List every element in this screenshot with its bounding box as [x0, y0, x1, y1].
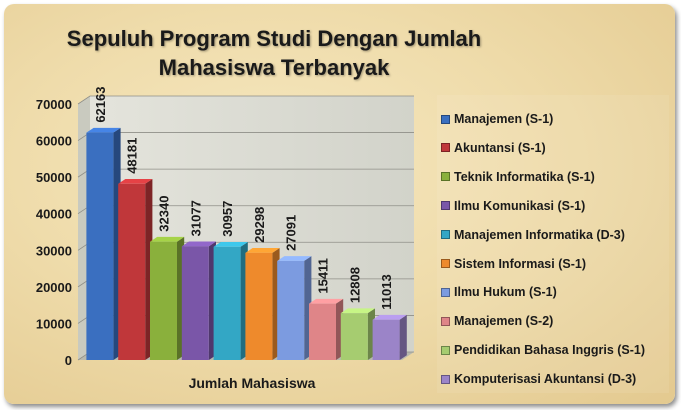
bar-front: [309, 303, 336, 360]
legend-label: Komputerisasi Akuntansi (D-3): [454, 372, 637, 387]
legend-item: Teknik Informatika (S-1): [437, 167, 595, 187]
legend-swatch: [441, 287, 450, 297]
bars: [86, 127, 407, 361]
data-label: 15411: [316, 258, 331, 293]
chart-title-line-2: Mahasiswa Terbanyak: [158, 55, 390, 80]
legend-label: Ilmu Hukum (S-1): [454, 285, 557, 300]
bar-top: [372, 314, 407, 320]
legend-label: Sistem Informasi (S-1): [454, 256, 586, 271]
legend-swatch: [441, 172, 450, 182]
bar-front: [181, 246, 209, 360]
bar-2: [118, 178, 153, 360]
legend-swatch: [441, 345, 450, 355]
bar-front: [150, 241, 177, 360]
legend-item: Manajemen Informatika (D-3): [437, 225, 625, 245]
y-tick-label: 60000: [36, 134, 72, 149]
data-label: 29298: [252, 207, 267, 243]
y-tick-label: 20000: [36, 280, 72, 295]
bar-chart-plot: 0 10000 20000 30000 40000 50000 60000 70000 621…: [36, 87, 414, 391]
bar-9: [340, 308, 375, 360]
bar-top: [213, 241, 248, 247]
legend-label: Manajemen (S-2): [454, 314, 554, 329]
bar-front: [213, 246, 241, 360]
bar-top: [86, 127, 121, 133]
y-tick-label: 50000: [36, 170, 72, 185]
legend-swatch: [441, 374, 450, 384]
gridline: [77, 95, 414, 105]
bar-5: [213, 241, 248, 360]
bar-front: [340, 313, 368, 360]
legend-swatch: [441, 230, 450, 240]
legend-item: Manajemen (S-2): [437, 311, 553, 331]
legend-label: Teknik Informatika (S-1): [454, 169, 595, 184]
bar-front: [245, 252, 273, 360]
y-tick-label: 0: [65, 353, 72, 368]
legend-item: Ilmu Komunikasi (S-1): [437, 196, 585, 216]
legend-swatch: [441, 259, 450, 268]
data-label: 62163: [93, 87, 108, 123]
data-label: 11013: [379, 274, 394, 309]
bar-top: [181, 241, 216, 247]
legend-label: Ilmu Komunikasi (S-1): [454, 198, 586, 213]
bar-7: [277, 256, 312, 360]
bar-3: [150, 236, 185, 360]
legend-item: Akuntansi (S-1): [437, 138, 546, 158]
legend-swatch: [441, 316, 450, 326]
legend-item: Pendidikan Bahasa Inggris (S-1): [437, 340, 645, 360]
legend-item: Manajemen (S-1): [437, 109, 553, 129]
bar-front: [277, 260, 305, 360]
bar-top: [340, 308, 375, 314]
bar-1: [86, 127, 121, 361]
bar-top: [309, 298, 344, 304]
y-tick-label: 10000: [36, 316, 72, 331]
legend-swatch: [441, 143, 450, 153]
bar-front: [118, 183, 146, 360]
bar-top: [150, 236, 185, 242]
legend-swatch: [441, 114, 450, 124]
bar-side: [399, 314, 407, 360]
y-axis-ticks: 0 10000 20000 30000 40000 50000 60000 70000: [36, 97, 72, 368]
data-label: 30957: [220, 201, 235, 237]
legend-label: Manajemen Informatika (D-3): [454, 227, 625, 242]
data-label: 32340: [157, 196, 172, 232]
bar-4: [181, 241, 216, 360]
legend-label: Pendidikan Bahasa Inggris (S-1): [454, 343, 646, 358]
legend-item: Ilmu Hukum (S-1): [437, 282, 557, 302]
legend-label: Akuntansi (S-1): [454, 140, 546, 155]
legend-item: Sistem Informasi (S-1): [437, 254, 586, 274]
data-label: 31077: [188, 200, 203, 236]
data-labels: 62163 48181 32340 31077 30957 29298 27091 15411…: [93, 87, 394, 310]
bar-6: [245, 248, 280, 360]
chart-title-line-1: Sepuluh Program Studi Dengan Jumlah: [66, 26, 482, 51]
chart-title: Sepuluh Program Studi Dengan Jumlah Maha…: [64, 24, 484, 82]
chart-frame: Sepuluh Program Studi Dengan Jumlah Maha…: [4, 4, 675, 404]
bar-8: [309, 298, 344, 360]
legend-label: Manajemen (S-1): [454, 112, 554, 126]
legend-swatch: [441, 201, 450, 211]
data-label: 48181: [125, 138, 140, 174]
bar-front: [372, 319, 400, 360]
y-tick-label: 30000: [36, 243, 72, 258]
data-label: 12808: [347, 267, 362, 303]
x-axis-label: Jumlah Mahasiswa: [189, 375, 316, 391]
legend: Manajemen (S-1) Akuntansi (S-1) Teknik Inf…: [437, 95, 669, 393]
bar-top: [245, 248, 280, 253]
y-tick-label: 40000: [36, 207, 72, 222]
bar-front: [86, 132, 114, 360]
bar-top: [277, 256, 312, 261]
legend-item: Komputerisasi Akuntansi (D-3): [437, 369, 636, 389]
bar-top: [118, 178, 153, 184]
bar-10: [372, 314, 407, 360]
y-tick-label: 70000: [36, 97, 72, 112]
data-label: 27091: [284, 215, 299, 251]
